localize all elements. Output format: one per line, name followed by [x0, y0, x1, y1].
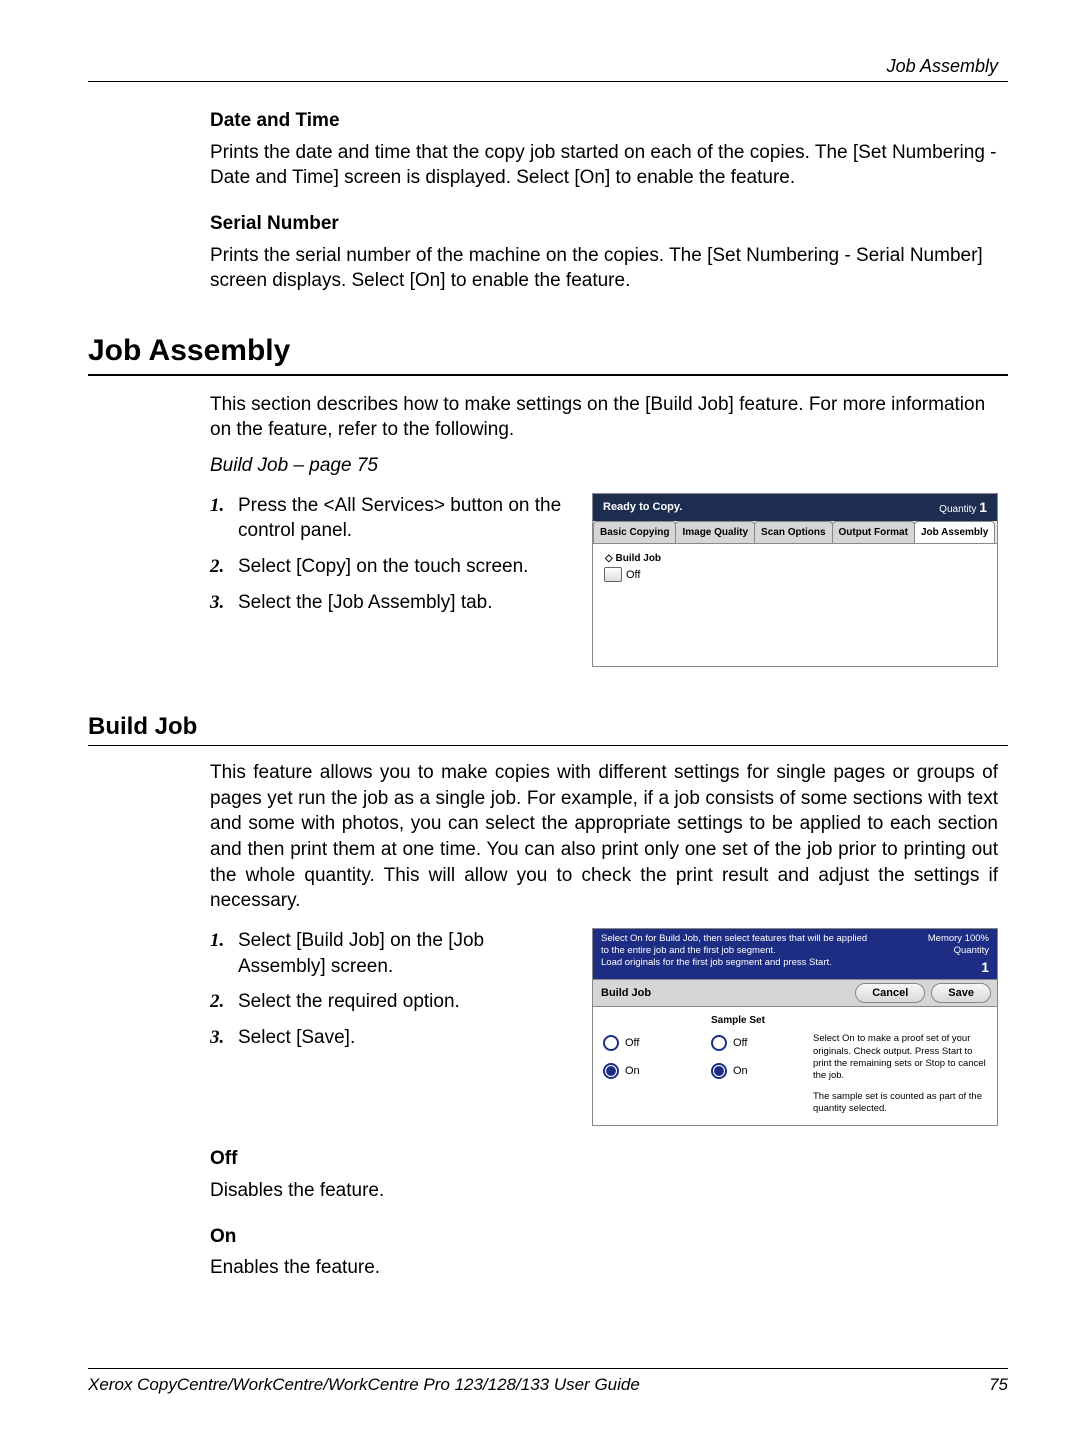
- step-number: 1.: [210, 928, 238, 979]
- job-assembly-intro: This section describes how to make setti…: [210, 392, 998, 443]
- build-job-off-button[interactable]: Off: [604, 567, 987, 582]
- off-para: Disables the feature.: [210, 1178, 998, 1204]
- step-text: Select the required option.: [238, 989, 574, 1015]
- page-footer: Xerox CopyCentre/WorkCentre/WorkCentre P…: [88, 1360, 1008, 1395]
- job-assembly-rule: [88, 374, 1008, 376]
- memory-status: Memory 100%: [928, 933, 989, 945]
- build-job-para: This feature allows you to make copies w…: [210, 760, 998, 914]
- build-job-off-radio[interactable]: Off: [603, 1035, 693, 1051]
- sample-set-heading: Sample Set: [711, 1015, 795, 1029]
- screenshot-job-assembly-tab: Ready to Copy. Quantity 1 Basic Copying …: [592, 493, 998, 667]
- serial-para: Prints the serial number of the machine …: [210, 243, 998, 294]
- job-assembly-steps: 1. Press the <All Services> button on th…: [210, 493, 574, 626]
- step-number: 3.: [210, 1025, 238, 1051]
- serial-heading: Serial Number: [210, 211, 998, 237]
- radio-label: Off: [625, 1037, 639, 1049]
- radio-icon: [711, 1035, 727, 1051]
- list-item: 1. Press the <All Services> button on th…: [210, 493, 574, 544]
- tab-bar: Basic Copying Image Quality Scan Options…: [593, 521, 997, 544]
- step-number: 2.: [210, 554, 238, 580]
- tab-image-quality[interactable]: Image Quality: [675, 521, 755, 543]
- quantity-label: Quantity: [939, 504, 976, 515]
- build-job-steps: 1. Select [Build Job] on the [Job Assemb…: [210, 928, 574, 1061]
- step-number: 3.: [210, 590, 238, 616]
- radio-label: On: [733, 1065, 748, 1077]
- radio-icon: [603, 1035, 619, 1051]
- info-paragraph: The sample set is counted as part of the…: [813, 1091, 987, 1116]
- date-time-heading: Date and Time: [210, 108, 998, 134]
- step-text: Select [Save].: [238, 1025, 574, 1051]
- button-icon: [604, 567, 622, 582]
- dialog-instruction-line: Load originals for the first job segment…: [601, 957, 867, 969]
- on-para: Enables the feature.: [210, 1255, 998, 1281]
- quantity-label: Quantity: [928, 945, 989, 957]
- tab-basic-copying[interactable]: Basic Copying: [593, 521, 676, 543]
- list-item: 3. Select [Save].: [210, 1025, 574, 1051]
- sample-set-on-radio[interactable]: On: [711, 1063, 795, 1079]
- job-assembly-ref: Build Job – page 75: [210, 453, 998, 479]
- build-job-heading: Build Job: [88, 713, 1008, 741]
- tab-output-format[interactable]: Output Format: [832, 521, 915, 543]
- header-rule: [88, 81, 1008, 82]
- off-label: Off: [626, 569, 640, 581]
- column-header-empty: [603, 1015, 693, 1029]
- tab-job-assembly[interactable]: Job Assembly: [914, 521, 995, 543]
- list-item: 3. Select the [Job Assembly] tab.: [210, 590, 574, 616]
- dialog-instruction-line: Select On for Build Job, then select fea…: [601, 933, 867, 945]
- step-number: 1.: [210, 493, 238, 544]
- info-paragraph: Select On to make a proof set of your or…: [813, 1033, 987, 1082]
- screenshot-build-job-dialog: Select On for Build Job, then select fea…: [592, 928, 998, 1126]
- job-assembly-heading: Job Assembly: [88, 334, 1008, 368]
- running-header: Job Assembly: [88, 56, 998, 77]
- step-text: Select the [Job Assembly] tab.: [238, 590, 574, 616]
- radio-icon: [711, 1063, 727, 1079]
- off-heading: Off: [210, 1146, 998, 1172]
- radio-label: On: [625, 1065, 640, 1077]
- list-item: 1. Select [Build Job] on the [Job Assemb…: [210, 928, 574, 979]
- step-text: Select [Build Job] on the [Job Assembly]…: [238, 928, 574, 979]
- step-number: 2.: [210, 989, 238, 1015]
- sample-set-off-radio[interactable]: Off: [711, 1035, 795, 1051]
- build-job-rule: [88, 745, 1008, 746]
- radio-icon: [603, 1063, 619, 1079]
- cancel-button[interactable]: Cancel: [855, 983, 925, 1003]
- footer-page-number: 75: [989, 1375, 1008, 1395]
- tab-scan-options[interactable]: Scan Options: [754, 521, 832, 543]
- build-job-on-radio[interactable]: On: [603, 1063, 693, 1079]
- build-job-label: Build Job: [615, 553, 661, 564]
- step-text: Press the <All Services> button on the c…: [238, 493, 574, 544]
- radio-label: Off: [733, 1037, 747, 1049]
- date-time-para: Prints the date and time that the copy j…: [210, 140, 998, 191]
- on-heading: On: [210, 1224, 998, 1250]
- list-item: 2. Select the required option.: [210, 989, 574, 1015]
- dialog-title: Build Job: [593, 982, 855, 1004]
- footer-guide-title: Xerox CopyCentre/WorkCentre/WorkCentre P…: [88, 1375, 640, 1395]
- quantity-value: 1: [928, 959, 989, 977]
- step-text: Select [Copy] on the touch screen.: [238, 554, 574, 580]
- list-item: 2. Select [Copy] on the touch screen.: [210, 554, 574, 580]
- save-button[interactable]: Save: [931, 983, 991, 1003]
- diamond-icon: ◇: [605, 553, 613, 564]
- quantity-value: 1: [979, 499, 987, 515]
- dialog-instruction-line: to the entire job and the first job segm…: [601, 945, 867, 957]
- status-text: Ready to Copy.: [603, 501, 682, 513]
